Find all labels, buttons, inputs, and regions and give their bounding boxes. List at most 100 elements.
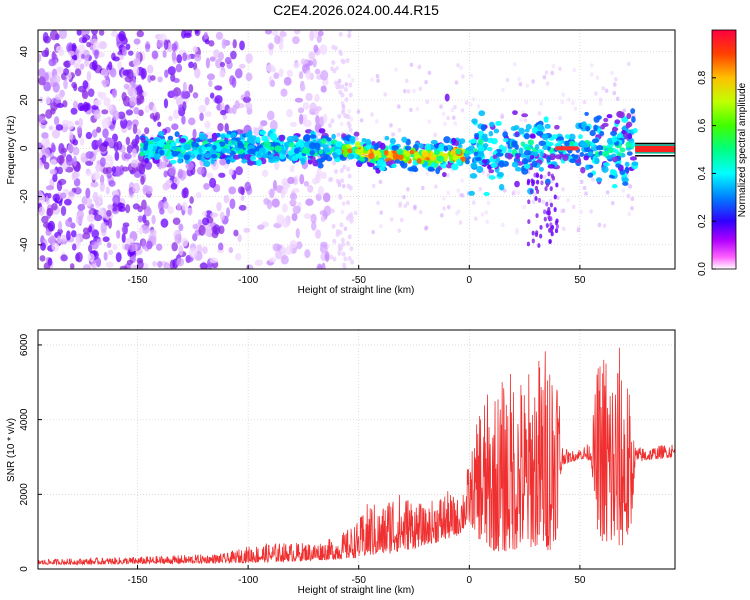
heatmap-cell xyxy=(622,108,626,113)
heatmap-cell xyxy=(543,216,547,222)
heatmap-cell xyxy=(612,156,618,163)
heatmap-cell xyxy=(219,61,226,68)
heatmap-cell xyxy=(204,39,210,45)
heatmap-cell xyxy=(413,206,417,211)
heatmap-cell xyxy=(631,141,636,148)
heatmap-cell xyxy=(598,97,603,103)
heatmap-cell xyxy=(460,178,464,183)
heatmap-cell xyxy=(317,30,324,37)
heatmap-cell xyxy=(569,158,577,164)
heatmap-cell xyxy=(38,115,43,122)
heatmap-cell xyxy=(55,124,64,131)
heatmap-cell xyxy=(49,168,57,175)
heatmap-cell xyxy=(146,240,153,250)
heatmap-cell xyxy=(330,118,335,124)
heatmap-cell xyxy=(199,262,208,269)
heatmap-cell xyxy=(105,261,114,268)
heatmap-cell xyxy=(79,63,85,70)
heatmap-cell xyxy=(347,109,352,114)
heatmap-cell xyxy=(621,176,629,183)
heatmap-cell xyxy=(555,224,560,229)
spectrogram-cells xyxy=(38,30,675,269)
heatmap-cell xyxy=(543,209,547,215)
heatmap-cell xyxy=(94,49,99,60)
heatmap-cell xyxy=(537,125,545,131)
heatmap-cell xyxy=(335,232,340,238)
heatmap-cell xyxy=(537,243,541,248)
heatmap-cell xyxy=(334,168,339,174)
heatmap-cell xyxy=(350,77,355,83)
heatmap-cell xyxy=(154,111,161,121)
heatmap-cell xyxy=(347,30,352,34)
heatmap-cell xyxy=(312,58,317,68)
heatmap-cell xyxy=(619,147,626,153)
heatmap-cell xyxy=(293,147,300,155)
heatmap-cell xyxy=(43,81,52,92)
heatmap-cell xyxy=(101,117,110,129)
heatmap-cell xyxy=(441,111,446,117)
heatmap-cell xyxy=(149,75,156,81)
heatmap-cell xyxy=(204,120,211,129)
heatmap-cell xyxy=(76,30,82,36)
heatmap-cell xyxy=(51,53,58,61)
heatmap-cell xyxy=(572,67,577,73)
heatmap-cell xyxy=(348,92,353,98)
heatmap-cell xyxy=(100,222,107,233)
heatmap-cell xyxy=(82,232,91,240)
heatmap-cell xyxy=(442,206,446,211)
heatmap-cell xyxy=(522,204,526,210)
heatmap-cell xyxy=(233,229,239,237)
heatmap-cell xyxy=(209,177,217,188)
heatmap-cell xyxy=(229,150,236,157)
heatmap-cell xyxy=(602,162,610,167)
heatmap-cell xyxy=(128,242,136,253)
heatmap-cell xyxy=(77,203,86,211)
heatmap-cell xyxy=(121,225,128,234)
heatmap-cell xyxy=(474,133,480,138)
heatmap-cell xyxy=(549,216,553,222)
heatmap-cell xyxy=(630,206,634,211)
heatmap-cell xyxy=(317,162,324,169)
heatmap-cell xyxy=(140,175,145,186)
heatmap-cell xyxy=(125,136,131,146)
heatmap-cell xyxy=(97,91,102,97)
heatmap-cell xyxy=(535,213,539,219)
heatmap-cell xyxy=(584,111,589,116)
heatmap-cell xyxy=(403,203,408,209)
heatmap-cell xyxy=(339,168,344,174)
x-tick-label: -100 xyxy=(238,575,258,586)
heatmap-cell xyxy=(527,139,535,146)
heatmap-cell xyxy=(75,214,83,225)
heatmap-cell xyxy=(143,206,152,217)
heatmap-cell xyxy=(526,178,531,184)
heatmap-cell xyxy=(471,200,476,205)
heatmap-cell xyxy=(147,143,154,151)
heatmap-cell xyxy=(51,203,58,211)
heatmap-cell xyxy=(177,168,184,179)
heatmap-cell xyxy=(318,128,326,134)
heatmap-cell xyxy=(547,210,551,216)
heatmap-cell xyxy=(527,219,531,224)
heatmap-cell xyxy=(57,228,63,235)
heatmap-cell xyxy=(511,161,519,168)
heatmap-cell xyxy=(451,137,457,144)
heatmap-cell xyxy=(160,218,169,228)
heatmap-cell xyxy=(450,149,456,157)
strong-signal-border xyxy=(635,142,675,145)
spectrogram-x-label: Height of straight line (km) xyxy=(298,285,415,296)
heatmap-cell xyxy=(505,77,510,83)
heatmap-cell xyxy=(403,88,407,94)
heatmap-cell xyxy=(209,257,218,264)
heatmap-cell xyxy=(52,173,58,183)
heatmap-cell xyxy=(404,78,409,83)
heatmap-cell xyxy=(370,112,374,117)
x-tick-label: 0 xyxy=(467,575,473,586)
heatmap-cell xyxy=(591,177,595,182)
heatmap-cell xyxy=(114,151,120,161)
heatmap-cell xyxy=(585,164,590,171)
heatmap-cell xyxy=(424,226,428,231)
heatmap-cell xyxy=(106,209,112,217)
heatmap-cell xyxy=(186,207,193,216)
heatmap-cell xyxy=(549,202,553,208)
heatmap-cell xyxy=(525,123,532,130)
